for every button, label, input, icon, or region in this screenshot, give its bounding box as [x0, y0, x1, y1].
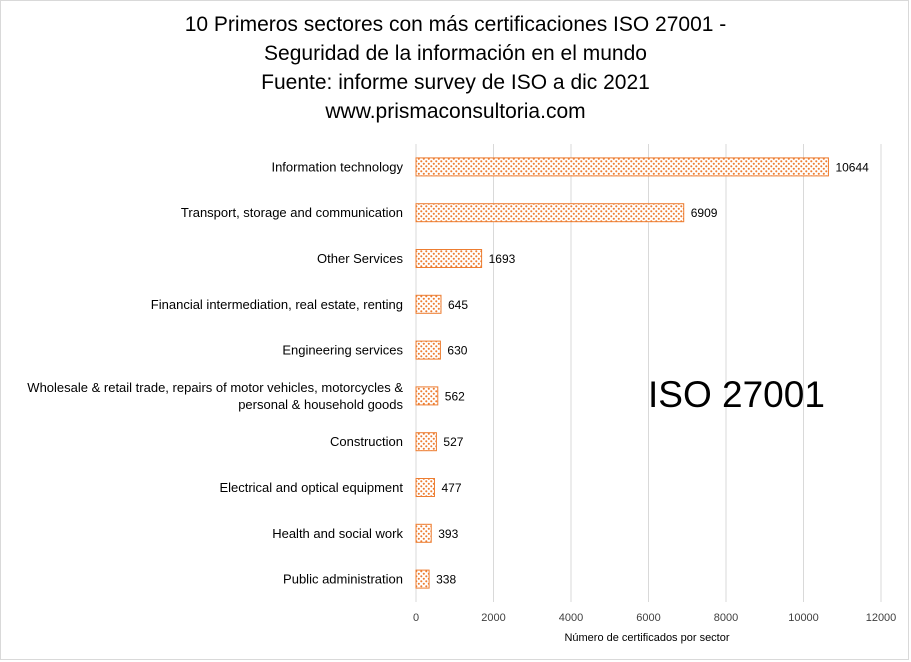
category-label: Information technology — [271, 159, 403, 174]
data-label: 477 — [441, 481, 461, 495]
bars — [415, 157, 829, 589]
category-label: Health and social work — [272, 526, 403, 541]
x-tick-label: 6000 — [636, 612, 660, 624]
chart-title: 10 Primeros sectores con más certificaci… — [0, 10, 911, 126]
bar — [415, 157, 829, 177]
x-tick-label: 2000 — [481, 612, 505, 624]
category-label: Other Services — [317, 251, 403, 266]
x-axis-ticks: 0 2000 4000 6000 8000 10000 12000 — [413, 612, 896, 624]
bar — [415, 340, 441, 360]
data-label: 562 — [445, 389, 465, 403]
category-labels: Information technology Transport, storage… — [27, 159, 403, 586]
bar — [415, 386, 439, 406]
bar — [415, 249, 483, 268]
bar — [415, 203, 685, 223]
title-line-4: www.prismaconsultoria.com — [325, 100, 586, 123]
category-label: Construction — [330, 434, 403, 449]
category-label-line: personal & household goods — [238, 397, 403, 412]
data-label: 10644 — [835, 160, 869, 174]
x-tick-label: 4000 — [559, 612, 583, 624]
data-label: 645 — [448, 298, 468, 312]
category-label: Engineering services — [282, 343, 403, 358]
x-tick-label: 0 — [413, 612, 419, 624]
title-line-3: Fuente: informe survey de ISO a dic 2021 — [261, 71, 650, 94]
category-label-line: Wholesale & retail trade, repairs of mot… — [27, 380, 403, 395]
category-label: Electrical and optical equipment — [219, 480, 403, 495]
category-label: Transport, storage and communication — [181, 205, 403, 220]
data-label: 6909 — [691, 206, 718, 220]
category-label: Public administration — [283, 572, 403, 587]
bar — [415, 294, 442, 314]
data-label: 630 — [447, 344, 467, 358]
category-label: Financial intermediation, real estate, r… — [151, 297, 403, 312]
bar — [415, 478, 435, 497]
bar — [415, 569, 430, 589]
iso-27001-annotation: ISO 27001 — [648, 374, 825, 415]
x-axis-label: Número de certificados por sector — [564, 632, 729, 644]
category-label: Wholesale & retail trade, repairs of mot… — [27, 380, 403, 412]
bar — [415, 432, 437, 452]
x-tick-label: 10000 — [788, 612, 819, 624]
x-tick-label: 8000 — [714, 612, 738, 624]
x-tick-label: 12000 — [866, 612, 897, 624]
data-label: 1693 — [489, 252, 516, 266]
data-labels: 10644 6909 1693 645 630 562 527 477 393 338 — [436, 160, 869, 586]
data-label: 527 — [443, 435, 463, 449]
bar — [415, 523, 432, 543]
data-label: 338 — [436, 573, 456, 587]
data-label: 393 — [438, 527, 458, 541]
title-line-2: Seguridad de la información en el mundo — [264, 42, 647, 65]
title-line-1: 10 Primeros sectores con más certificaci… — [184, 13, 727, 36]
